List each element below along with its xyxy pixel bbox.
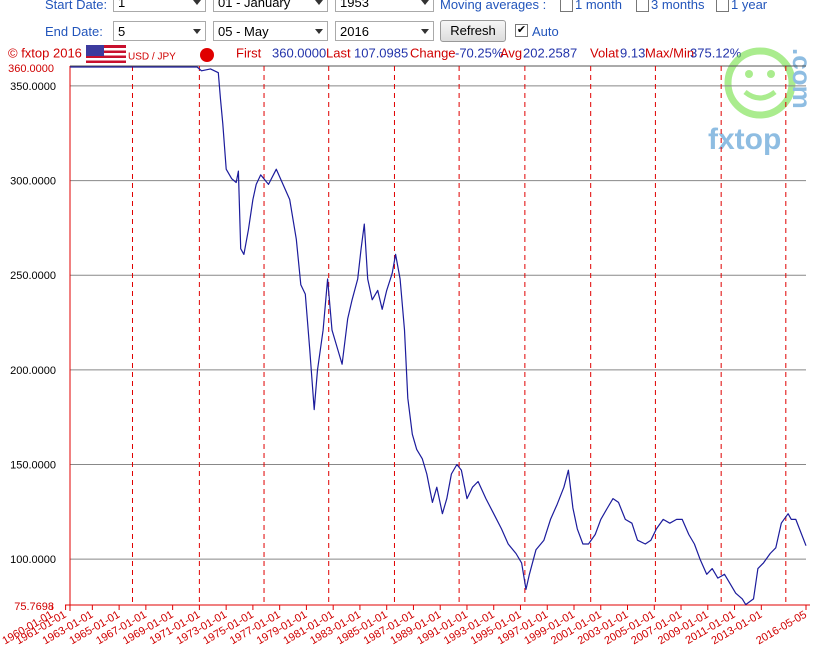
checkbox[interactable] (636, 0, 649, 12)
logo: fxtop .com (708, 47, 817, 156)
marker-dot (200, 48, 214, 62)
stat-label: Change (410, 45, 456, 60)
stat-value: 202.2587 (523, 45, 577, 60)
end-label: End Date: (45, 24, 103, 39)
copyright: © fxtop 2016 (8, 45, 82, 60)
stat-value: 360.0000 (272, 45, 326, 60)
stat-label: Max/Min (645, 45, 694, 60)
select-value: 01 - January (218, 0, 291, 10)
y-tick-label: 250.0000 (10, 270, 56, 282)
stat-label: Last (326, 45, 351, 60)
checkbox-label: 1 month (575, 0, 622, 12)
stat-label: First (236, 45, 262, 60)
logo-suffix: .com (787, 48, 817, 109)
logo-text: fxtop (708, 123, 781, 156)
select-value: 1953 (340, 0, 369, 10)
start-label: Start Date: (45, 0, 108, 12)
checkbox-label: 3 months (651, 0, 705, 12)
x-tick-label: 2016-05-05 (754, 609, 809, 648)
stat-value: 9.13 (620, 45, 645, 60)
select-value: 1 (118, 0, 126, 10)
stat-value: -70.25% (455, 45, 504, 60)
flag (86, 45, 126, 65)
stat-value: 375.12% (690, 45, 742, 60)
select[interactable]: 05 - May (213, 21, 328, 41)
checkbox-label: 1 year (731, 0, 768, 12)
checkbox[interactable]: ✔ (515, 24, 528, 37)
y-tick-label: 350.0000 (10, 81, 56, 93)
pair: USD / JPY (128, 52, 176, 63)
select-value: 5 (118, 24, 126, 39)
select[interactable]: 5 (113, 21, 206, 41)
select[interactable]: 1 (113, 0, 206, 12)
stat-label: Volat (590, 45, 619, 60)
y-tick-label: 100.0000 (10, 554, 56, 566)
y-tick-label: 75.7698 (14, 601, 54, 613)
select[interactable]: 2016 (335, 21, 434, 41)
select-value: 2016 (340, 24, 369, 39)
select[interactable]: 01 - January (213, 0, 328, 12)
y-tick-label: 300.0000 (10, 175, 56, 187)
series-line (70, 66, 807, 606)
y-tick-label: 360.0000 (8, 63, 54, 75)
select[interactable]: 1953 (335, 0, 434, 12)
stat-value: 107.0985 (354, 45, 408, 60)
y-tick-label: 150.0000 (10, 459, 56, 471)
moving-label: Moving averages : (440, 0, 547, 12)
y-tick-label: 200.0000 (10, 365, 56, 377)
checkbox-label: Auto (532, 24, 559, 39)
stat-label: Avg (500, 45, 522, 60)
checkbox[interactable] (716, 0, 729, 12)
checkbox[interactable] (560, 0, 573, 12)
refresh-button[interactable]: Refresh (440, 20, 506, 42)
select-value: 05 - May (218, 24, 269, 39)
